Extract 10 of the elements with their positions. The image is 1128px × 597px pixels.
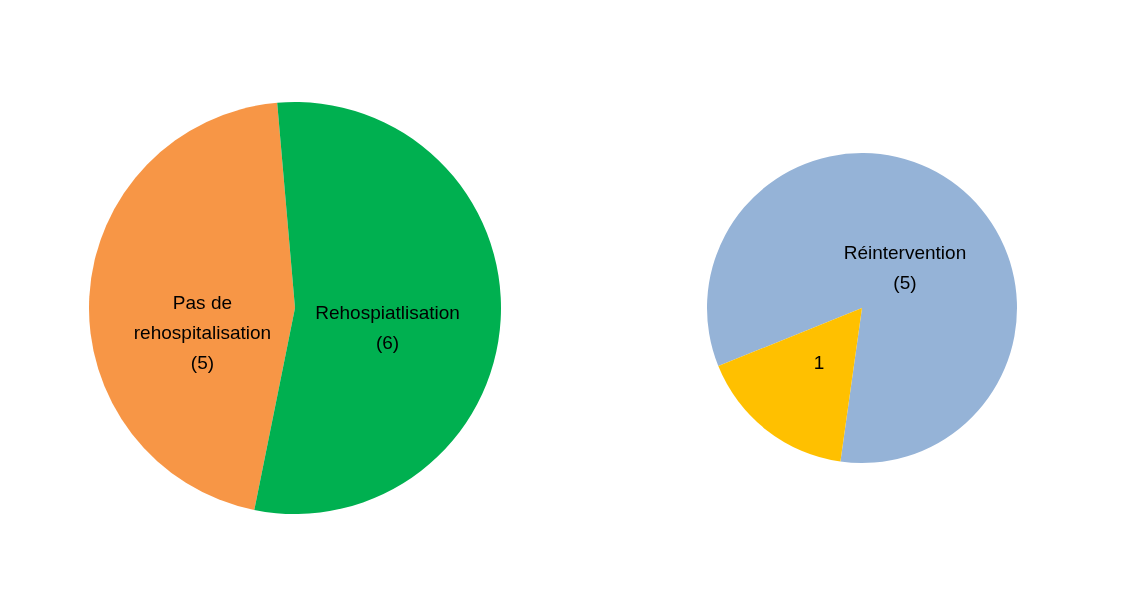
slice-label: Pas de rehospitalisation [133, 291, 272, 343]
data-label: 1 [813, 351, 825, 373]
slice-label: Rehospiatlisation [315, 302, 460, 324]
pie-slice [718, 308, 862, 462]
slice-label: Réintervention [843, 242, 967, 264]
data-label: (5) [190, 351, 215, 373]
pie-slice [707, 153, 1017, 463]
pie-slice [89, 102, 295, 510]
data-label: (5) [893, 272, 917, 294]
data-label: (6) [375, 332, 400, 354]
